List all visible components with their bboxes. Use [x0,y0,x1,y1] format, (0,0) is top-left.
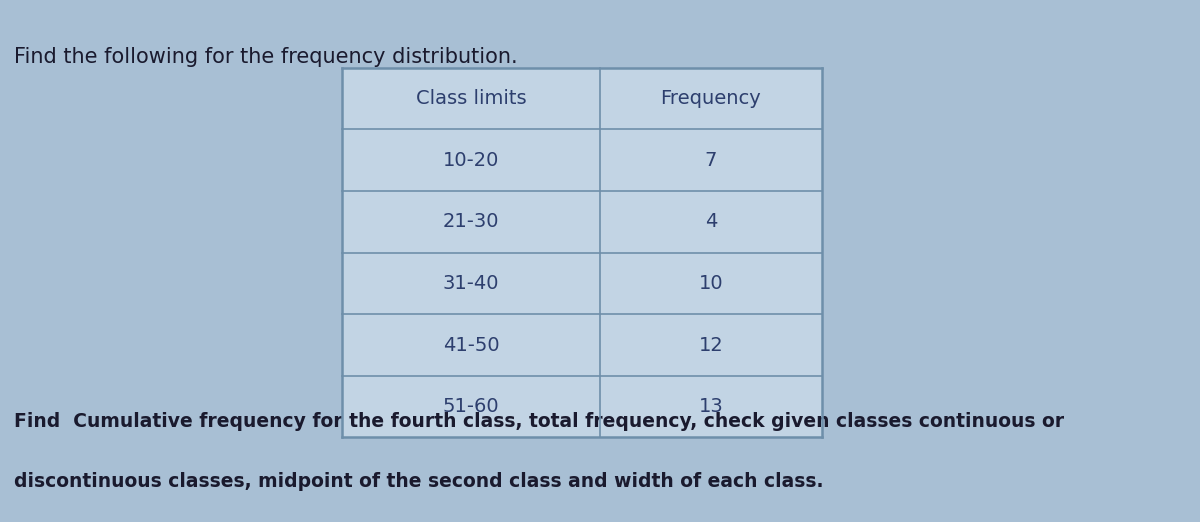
Text: 51-60: 51-60 [443,397,499,416]
Text: discontinuous classes, midpoint of the second class and width of each class.: discontinuous classes, midpoint of the s… [14,472,824,491]
Text: 41-50: 41-50 [443,336,499,354]
Text: 21-30: 21-30 [443,212,499,231]
Text: Class limits: Class limits [415,89,527,108]
Text: 7: 7 [704,151,718,170]
Text: 10-20: 10-20 [443,151,499,170]
Text: 10: 10 [698,274,724,293]
Text: Find  Cumulative frequency for the fourth class, total frequency, check given cl: Find Cumulative frequency for the fourth… [14,412,1064,431]
Text: 13: 13 [698,397,724,416]
Bar [342,68,822,437]
Text: Frequency: Frequency [661,89,761,108]
Text: 31-40: 31-40 [443,274,499,293]
Text: Find the following for the frequency distribution.: Find the following for the frequency dis… [14,47,518,67]
Text: 4: 4 [704,212,718,231]
Text: 12: 12 [698,336,724,354]
